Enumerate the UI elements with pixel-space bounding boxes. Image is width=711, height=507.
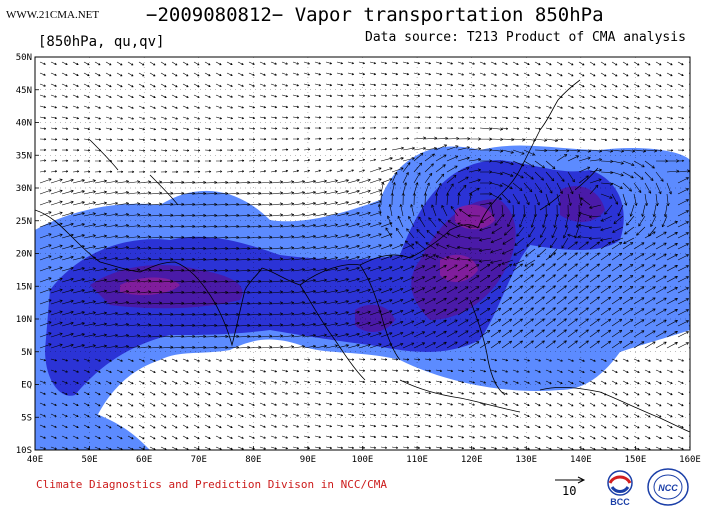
lon-axis: 40E 50E 60E 70E 80E 90E 100E 110E 120E 130E 140E 15…	[27, 455, 701, 465]
lat-label: 10N	[16, 315, 32, 325]
reference-vector-value: 10	[562, 484, 577, 498]
lon-label: 130E	[515, 455, 537, 465]
lon-label: 50E	[81, 455, 97, 465]
lat-label: 45N	[16, 86, 32, 96]
reference-vector-arrow	[555, 476, 586, 484]
lat-label: 40N	[16, 119, 32, 129]
ncc-logo-text: NCC	[658, 483, 678, 493]
lon-label: 140E	[570, 455, 592, 465]
lon-label: 120E	[461, 455, 483, 465]
lat-label: EQ	[21, 381, 32, 391]
bcc-logo: BCC	[607, 470, 633, 507]
ncc-logo: NCC	[647, 468, 689, 506]
chart-title: −2009080812− Vapor transportation 850hPa	[146, 4, 604, 26]
lat-label: 30N	[16, 184, 32, 194]
flux-region-core	[120, 204, 495, 296]
lat-label: 5S	[21, 413, 32, 423]
data-source: Data source: T213 Product of CMA analysi…	[365, 30, 686, 45]
vapor-vectors	[39, 61, 690, 450]
credit-text: Climate Diagnostics and Prediction Divis…	[36, 478, 387, 491]
bcc-logo-text: BCC	[610, 497, 630, 507]
lon-label: 80E	[245, 455, 261, 465]
lon-label: 150E	[625, 455, 647, 465]
lat-label: 10S	[16, 446, 32, 456]
flux-region-light-south	[35, 390, 150, 450]
lat-label: 20N	[16, 250, 32, 260]
lon-label: 100E	[352, 455, 374, 465]
lat-label: 50N	[16, 53, 32, 63]
lon-label: 160E	[679, 455, 701, 465]
graticule	[35, 57, 690, 450]
lon-label: 40E	[27, 455, 43, 465]
lon-label: 60E	[136, 455, 152, 465]
lat-label: 5N	[21, 348, 32, 358]
lat-label: 15N	[16, 282, 32, 292]
lat-axis: 50N 45N 40N 35N 30N 25N 20N 15N 10N 5N EQ 5S 10S	[16, 53, 32, 456]
lat-label: 25N	[16, 217, 32, 227]
lon-label: 90E	[300, 455, 316, 465]
site-url[interactable]: WWW.21CMA.NET	[6, 9, 100, 21]
axis-ticks	[34, 56, 691, 451]
vector-arrows	[39, 61, 690, 450]
lon-label: 110E	[406, 455, 428, 465]
lon-label: 70E	[191, 455, 207, 465]
coastlines	[35, 79, 690, 433]
lat-label: 35N	[16, 151, 32, 161]
level-label: [850hPa, qu,qv]	[38, 34, 165, 50]
